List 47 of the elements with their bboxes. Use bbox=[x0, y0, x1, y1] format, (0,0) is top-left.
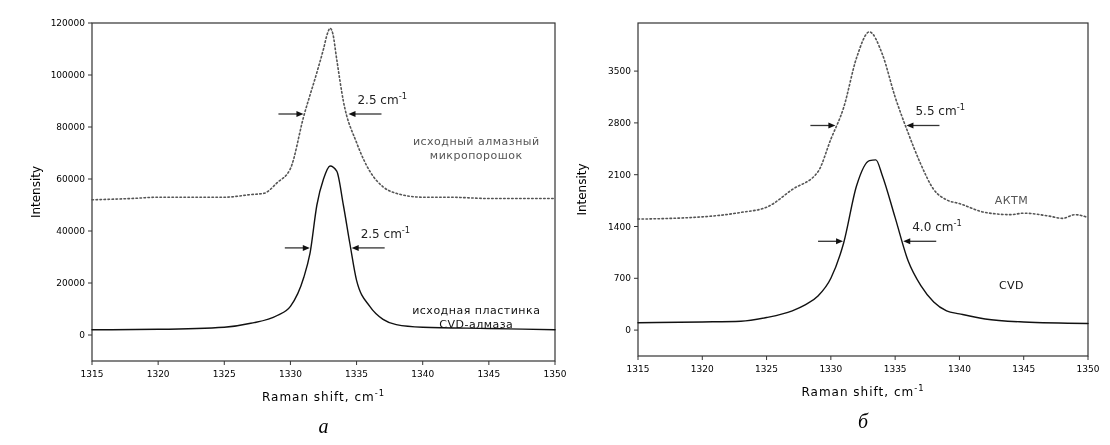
y-tick-label: 2100 bbox=[608, 169, 632, 180]
y-tick-label: 0 bbox=[79, 330, 86, 340]
annotation: 2.5 cm$^{-1}$ bbox=[360, 224, 411, 241]
x-tick-label: 1335 bbox=[345, 369, 369, 379]
x-tick-label: 1340 bbox=[947, 364, 972, 374]
x-tick-label: 1340 bbox=[411, 369, 435, 379]
x-tick-label: 1325 bbox=[212, 369, 236, 379]
x-tick-label: 1320 bbox=[146, 369, 170, 379]
text: б bbox=[857, 410, 869, 432]
series-label: АКТМ bbox=[994, 193, 1029, 207]
y-axis-title: Intensity bbox=[29, 165, 43, 219]
y-tick-label: 1400 bbox=[608, 221, 632, 232]
x-axis-title: Raman shift, cm$^{-1}$ bbox=[801, 383, 925, 399]
y-tick-label: 120000 bbox=[50, 18, 86, 28]
x-tick-label: 1345 bbox=[477, 369, 501, 379]
y-tick-label: 60000 bbox=[56, 174, 86, 184]
line-series bbox=[91, 27, 556, 201]
y-tick-label: 3500 bbox=[608, 66, 632, 77]
x-tick-label: 1350 bbox=[543, 369, 567, 379]
y-tick-label: 100000 bbox=[50, 70, 86, 80]
y-tick-label: 40000 bbox=[56, 226, 86, 236]
x-tick-label: 1330 bbox=[278, 369, 303, 379]
y-tick-label: 2800 bbox=[608, 117, 632, 128]
x-tick-label: 1320 bbox=[690, 364, 715, 374]
y-tick-label: 700 bbox=[613, 273, 632, 284]
x-tick-label: 1315 bbox=[626, 364, 650, 374]
line-series bbox=[91, 165, 556, 331]
series-label: исходная пластинка CVD-алмаза bbox=[412, 303, 541, 331]
y-tick-label: 80000 bbox=[56, 122, 86, 132]
y-tick-label: 20000 bbox=[56, 278, 86, 288]
text: а bbox=[318, 415, 329, 437]
x-tick-label: 1325 bbox=[755, 364, 779, 374]
line-series bbox=[637, 31, 1089, 220]
x-tick-label: 1350 bbox=[1076, 364, 1100, 374]
text: CVD bbox=[998, 279, 1025, 293]
x-tick-label: 1330 bbox=[819, 364, 843, 374]
annotation: 2.5 cm$^{-1}$ bbox=[357, 91, 408, 107]
x-tick-label: 1335 bbox=[883, 364, 907, 374]
x-tick-label: 1345 bbox=[1012, 364, 1036, 374]
line-series bbox=[637, 159, 1089, 325]
annotation: 5.5 cm$^{-1}$ bbox=[915, 102, 965, 119]
y-tick-label: 0 bbox=[625, 325, 632, 336]
text: исходный алмазный микропорошок bbox=[412, 134, 540, 162]
x-tick-label: 1315 bbox=[80, 369, 104, 379]
y-axis-title: Intensity bbox=[575, 163, 589, 216]
x-axis-title: Raman shift, cm$^{-1}$ bbox=[261, 388, 386, 404]
annotation: 4.0 cm$^{-1}$ bbox=[912, 218, 962, 235]
